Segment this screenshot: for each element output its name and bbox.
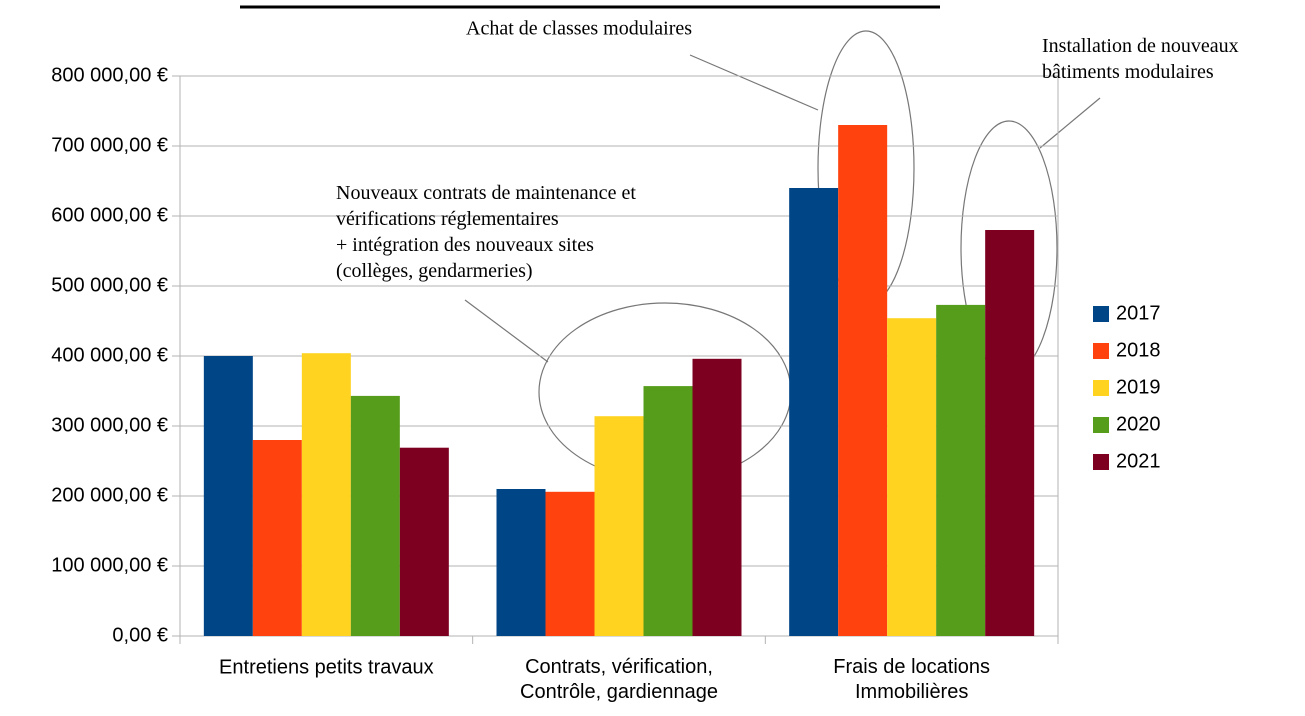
- bar: [643, 386, 693, 636]
- y-tick-label: 700 000,00 €: [51, 134, 168, 156]
- annotation: Achat de classes modulaires: [466, 18, 692, 40]
- x-tick-label: Frais de locations Immobilières: [833, 656, 990, 703]
- annotation: Nouveaux contrats de maintenance et vérif…: [336, 182, 636, 282]
- y-tick-label: 200 000,00 €: [51, 484, 168, 506]
- bar: [203, 356, 253, 636]
- bar: [545, 491, 595, 636]
- bar: [789, 188, 839, 636]
- y-tick-label: 400 000,00 €: [51, 344, 168, 366]
- legend-swatch: [1093, 417, 1109, 433]
- bar: [887, 318, 937, 636]
- legend-swatch: [1093, 306, 1109, 322]
- y-tick-label: 300 000,00 €: [51, 414, 168, 436]
- legend-swatch: [1093, 454, 1109, 470]
- legend-label: 2020: [1116, 413, 1161, 435]
- y-tick-label: 0,00 €: [112, 624, 168, 646]
- bar: [838, 125, 888, 636]
- leader-line: [689, 54, 819, 111]
- y-tick-label: 100 000,00 €: [51, 554, 168, 576]
- bar: [301, 353, 351, 636]
- bar: [692, 358, 742, 636]
- leader-line: [464, 299, 549, 363]
- x-tick-label: Contrats, vérification, Contrôle, gardien…: [520, 656, 718, 703]
- bar: [936, 304, 986, 636]
- legend-swatch: [1093, 380, 1109, 396]
- legend-label: 2018: [1116, 339, 1161, 361]
- y-tick-label: 800 000,00 €: [51, 64, 168, 86]
- y-tick-label: 500 000,00 €: [51, 274, 168, 296]
- bar: [252, 440, 302, 636]
- bar: [594, 416, 644, 636]
- bar: [496, 489, 546, 636]
- bar: [985, 230, 1035, 636]
- bar: [399, 447, 449, 636]
- y-tick-label: 600 000,00 €: [51, 204, 168, 226]
- annotation: Installation de nouveaux bâtiments modula…: [1042, 35, 1239, 83]
- legend-label: 2021: [1116, 450, 1161, 472]
- legend-label: 2017: [1116, 302, 1161, 324]
- legend-swatch: [1093, 343, 1109, 359]
- x-tick-label: Entretiens petits travaux: [219, 656, 434, 678]
- bar: [350, 395, 400, 636]
- legend-label: 2019: [1116, 376, 1161, 398]
- leader-line: [1039, 97, 1101, 149]
